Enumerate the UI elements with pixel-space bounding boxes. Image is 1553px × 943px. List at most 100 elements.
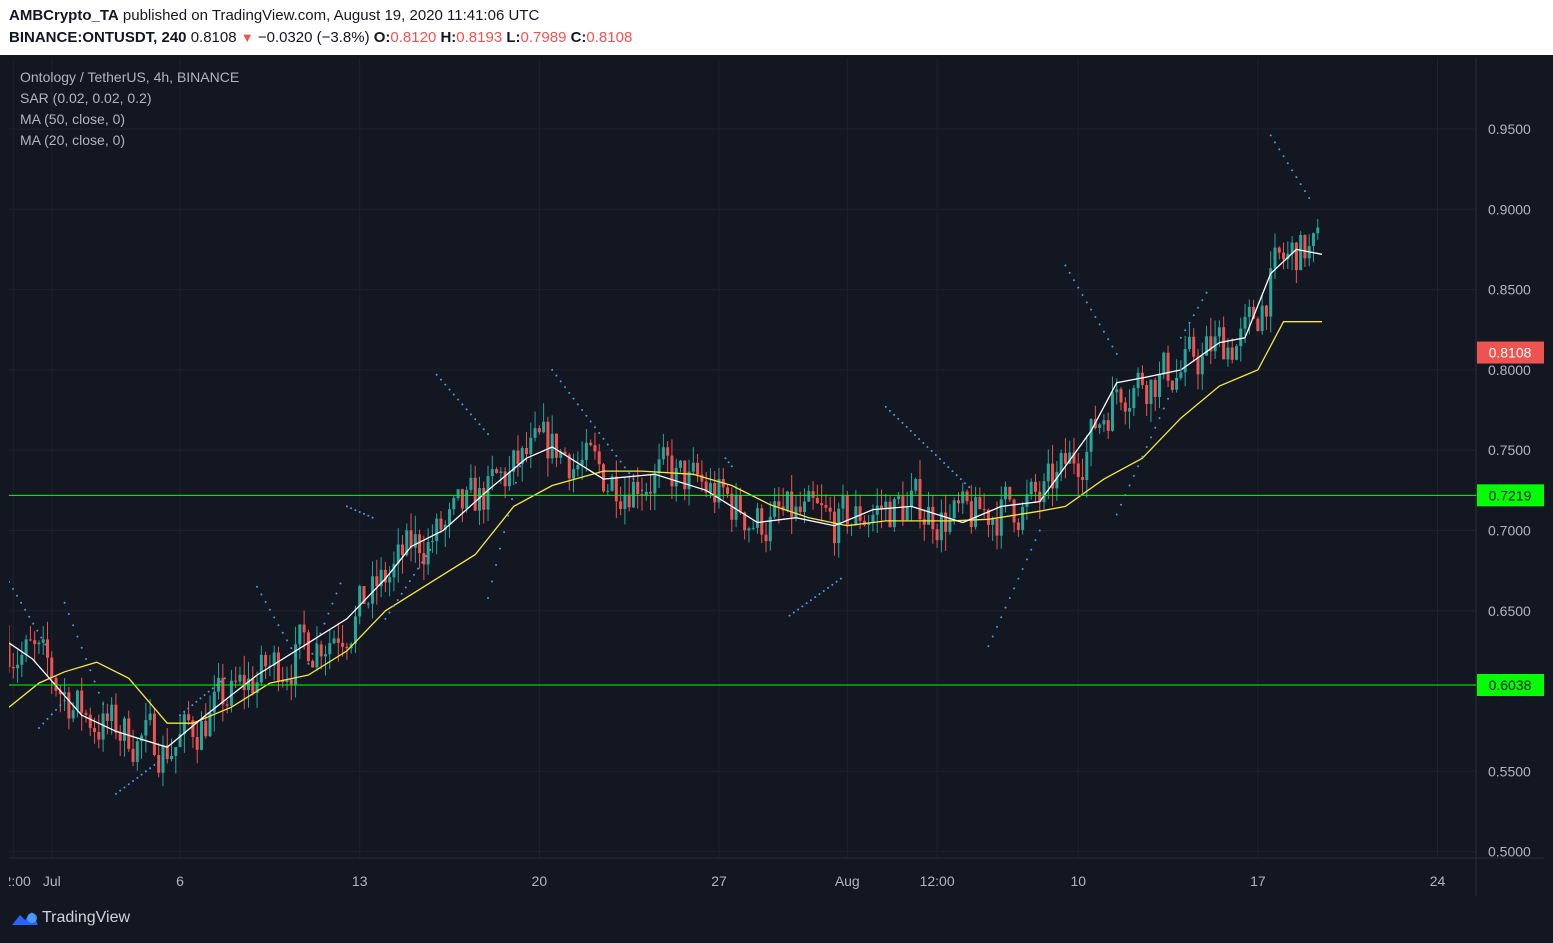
level-price-label: 0.6038 xyxy=(1489,677,1532,693)
sar-dot xyxy=(123,786,126,789)
sar-dot xyxy=(63,601,66,604)
candle-body xyxy=(974,497,978,528)
candle-body xyxy=(75,690,79,711)
y-tick-label: 0.8000 xyxy=(1488,362,1531,378)
sar-dot xyxy=(37,727,40,730)
candle-body xyxy=(520,447,524,464)
x-tick-label: 17 xyxy=(1250,873,1266,889)
tradingview-logo-icon[interactable] xyxy=(10,908,40,928)
sar-dot xyxy=(1303,190,1306,193)
close-value: 0.8108 xyxy=(586,29,633,46)
sar-dot xyxy=(1196,306,1199,309)
candle-body xyxy=(1076,463,1080,478)
sar-dot xyxy=(444,383,447,386)
candle-body xyxy=(670,455,674,487)
sar-dot xyxy=(888,409,891,412)
sar-dot xyxy=(818,593,821,596)
sar-dot xyxy=(36,629,39,632)
candle-body xyxy=(589,442,593,446)
sar-dot xyxy=(572,397,575,400)
candle-body xyxy=(1299,235,1303,271)
candle-body xyxy=(1008,486,1012,500)
sar-dot xyxy=(1286,162,1289,165)
sar-dot xyxy=(987,645,990,648)
legend-ma20[interactable]: MA (20, close, 0) xyxy=(20,132,126,148)
candles xyxy=(9,218,1320,787)
candle-body xyxy=(255,682,259,693)
sar-dot xyxy=(371,516,374,519)
sar-dot xyxy=(1004,606,1007,609)
candle-body xyxy=(285,679,289,683)
candle-body xyxy=(764,534,768,542)
candle-body xyxy=(383,569,387,583)
sar-dot xyxy=(50,713,53,716)
legend-title[interactable]: Ontology / TetherUS, 4h, BINANCE xyxy=(20,69,240,85)
candle-body xyxy=(717,478,721,503)
level-price-label: 0.7219 xyxy=(1489,487,1532,503)
sar-dot xyxy=(384,617,387,620)
sar-dot xyxy=(968,486,971,489)
sar-dot xyxy=(831,583,834,586)
tradingview-brand[interactable]: TradingView xyxy=(42,909,131,926)
ohlc-line: BINANCE:ONTUSDT, 240 0.8108 ▼ −0.0320 (−… xyxy=(9,29,632,46)
sar-dot xyxy=(1158,417,1161,420)
y-tick-label: 0.9500 xyxy=(1488,121,1531,137)
candle-body xyxy=(807,491,811,502)
sar-dot xyxy=(256,585,259,588)
x-tick-label: 13 xyxy=(352,873,368,889)
candle-body xyxy=(1234,346,1238,360)
candle-body xyxy=(790,491,794,517)
sar-dot xyxy=(1008,596,1011,599)
publisher-name[interactable]: AMBCrypto_TA xyxy=(9,7,119,24)
sar-dot xyxy=(89,669,92,672)
candle-body xyxy=(888,501,892,528)
legend-ma50[interactable]: MA (50, close, 0) xyxy=(20,111,126,127)
x-tick-label: 12:00 xyxy=(920,873,955,889)
sar-dot xyxy=(474,418,477,421)
candle-body xyxy=(751,527,755,529)
candle-body xyxy=(1264,305,1268,317)
sar-dot xyxy=(102,702,105,705)
sar-dot xyxy=(918,437,921,440)
sar-dot xyxy=(106,714,109,717)
candle-body xyxy=(268,665,272,667)
candle-body xyxy=(627,494,631,508)
candle-body xyxy=(1016,522,1020,530)
candle-body xyxy=(259,654,263,683)
candle-body xyxy=(982,509,986,511)
candle-body xyxy=(1166,352,1170,381)
candle-body xyxy=(71,710,75,719)
price-chart[interactable]: 0.7219 0.6038 0.9500 0.9000 0.8500 0.8000 0.75… xyxy=(9,58,1544,896)
candle-body xyxy=(97,731,101,740)
sar-dot xyxy=(140,773,143,776)
sar-dot xyxy=(469,413,472,416)
legend-sar[interactable]: SAR (0.02, 0.02, 0.2) xyxy=(20,90,152,106)
sar-dot xyxy=(144,770,147,773)
sar-dot xyxy=(926,445,929,448)
candle-body xyxy=(45,639,49,658)
sar-dot xyxy=(1299,183,1302,186)
sar-dot xyxy=(640,489,643,492)
high-label: H: xyxy=(440,29,457,46)
x-tick-label: 24 xyxy=(1430,873,1446,889)
candle-body xyxy=(289,679,293,685)
sar-dot xyxy=(589,420,592,423)
candle-body xyxy=(486,476,490,510)
chart-panel[interactable]: 0.7219 0.6038 0.9500 0.9000 0.8500 0.8000 0.75… xyxy=(9,58,1544,896)
candle-body xyxy=(1072,452,1076,464)
candle-body xyxy=(794,506,798,517)
candle-body xyxy=(1068,452,1072,464)
sar-dot xyxy=(487,433,490,436)
candle-body xyxy=(995,519,999,536)
candle-body xyxy=(400,544,404,556)
sar-dot xyxy=(788,614,791,617)
candle-body xyxy=(623,494,627,510)
sar-dot xyxy=(367,514,370,517)
candle-body xyxy=(734,495,738,520)
candle-body xyxy=(323,654,327,657)
sar-dot xyxy=(913,433,916,436)
x-tick-label: 27 xyxy=(711,873,727,889)
sar-dot xyxy=(938,458,941,461)
sar-dot xyxy=(487,596,490,599)
candle-body xyxy=(20,654,24,665)
